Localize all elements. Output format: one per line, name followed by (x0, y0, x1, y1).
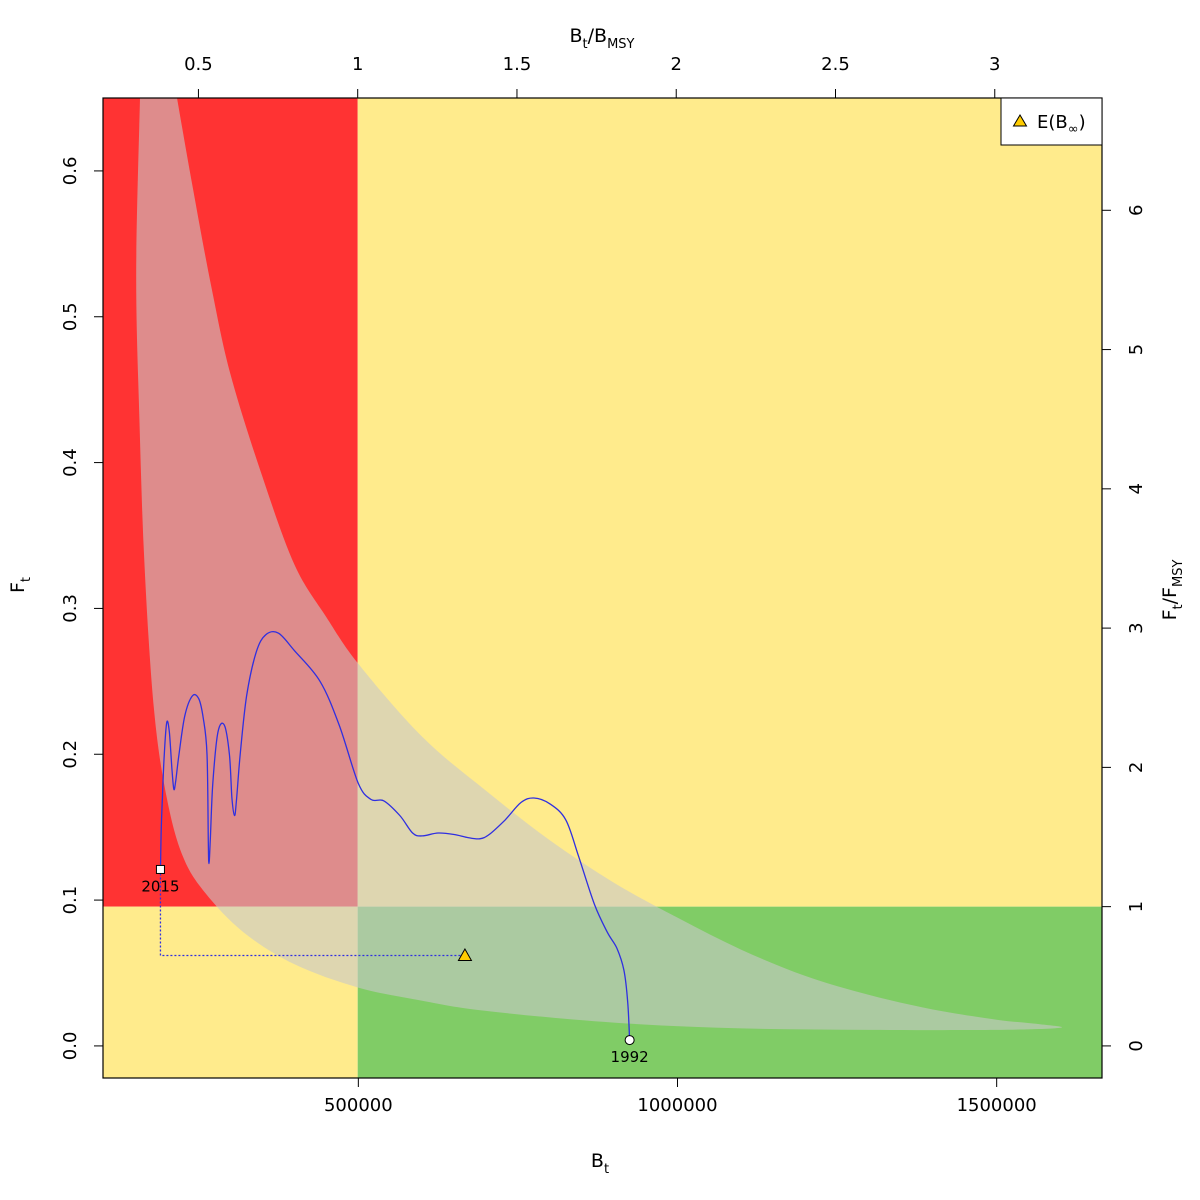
legend-label: E(B∞) (1037, 112, 1086, 137)
plot-frame (102, 97, 1103, 1079)
y-tick-label: 0.2 (60, 740, 81, 769)
legend-triangle-icon (1012, 114, 1028, 127)
y2-axis-title: Ft/FMSY (1159, 560, 1186, 621)
y-tick-label: 0.0 (60, 1032, 81, 1061)
end-point-marker (155, 864, 165, 874)
y-tick-label: 0.4 (60, 448, 81, 477)
x2-tick-label: 3 (989, 54, 1000, 75)
equilibrium-projection-line (159, 869, 465, 957)
y2-tick-label: 0 (1126, 1040, 1147, 1051)
x-tick-label: 500000 (324, 1095, 393, 1116)
status-zones (103, 98, 1102, 1078)
x2-tick-label: 2.5 (821, 54, 850, 75)
y2-tick-label: 6 (1126, 205, 1147, 216)
y-axis-title: Ft (7, 577, 34, 593)
equilibrium-marker (457, 947, 473, 961)
y2-tick-label: 1 (1126, 901, 1147, 912)
y2-tick-label: 5 (1126, 344, 1147, 355)
x2-axis-relative: 0.5 1 1.5 2 2.5 3 (184, 54, 1000, 98)
y-tick-label: 0.6 (60, 157, 81, 186)
x-axis: 500000 1000000 1500000 (324, 1078, 1037, 1116)
end-year-label: 2015 (141, 877, 179, 895)
trajectory-markers: 1992 2015 (141, 864, 649, 1066)
y-tick-label: 0.5 (60, 302, 81, 331)
zone-yellow-overfishing (357, 98, 1102, 907)
x-tick-label: 1500000 (957, 1095, 1037, 1116)
y2-axis-relative: 0 1 2 3 4 5 6 (1102, 205, 1147, 1052)
x-tick-label: 1000000 (637, 1095, 717, 1116)
x2-tick-label: 0.5 (184, 54, 213, 75)
x-axis-title: Bt (591, 1150, 609, 1177)
y2-tick-label: 4 (1126, 483, 1147, 494)
y-tick-label: 0.1 (60, 886, 81, 915)
trajectory-line-0 (159, 630, 631, 1041)
x2-tick-label: 1 (352, 54, 363, 75)
x2-tick-label: 2 (671, 54, 682, 75)
y-tick-label: 0.3 (60, 594, 81, 623)
y2-tick-label: 3 (1126, 622, 1147, 633)
legend: E(B∞) (1000, 97, 1103, 146)
start-point-marker (624, 1035, 635, 1046)
x2-axis-title: Bt/BMSY (569, 25, 634, 52)
start-year-label: 1992 (611, 1048, 649, 1066)
x2-tick-label: 1.5 (503, 54, 532, 75)
y2-tick-label: 2 (1126, 762, 1147, 773)
y-axis: 0.0 0.1 0.2 0.3 0.4 0.5 0.6 (60, 157, 103, 1061)
biomass-fishing-trajectory (159, 630, 631, 1041)
